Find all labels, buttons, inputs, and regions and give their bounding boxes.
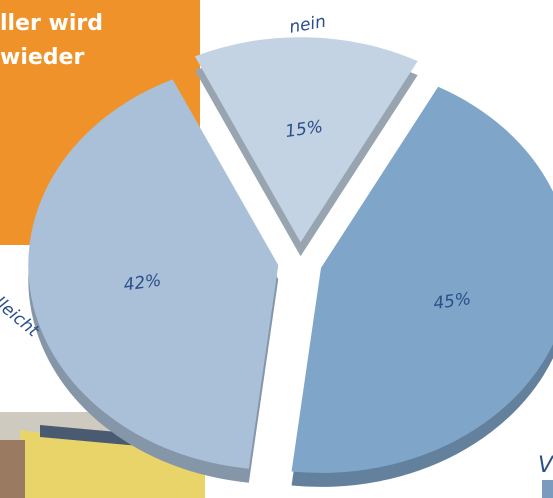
header-line: wieder bbox=[0, 45, 84, 70]
corner-block bbox=[542, 480, 553, 498]
header-line: ller wird bbox=[0, 11, 103, 36]
chart: ller wird wieder V 15%nein45%ja42%vielle… bbox=[0, 0, 553, 498]
corner-text: V bbox=[538, 453, 553, 478]
category-label: nein bbox=[288, 12, 328, 38]
